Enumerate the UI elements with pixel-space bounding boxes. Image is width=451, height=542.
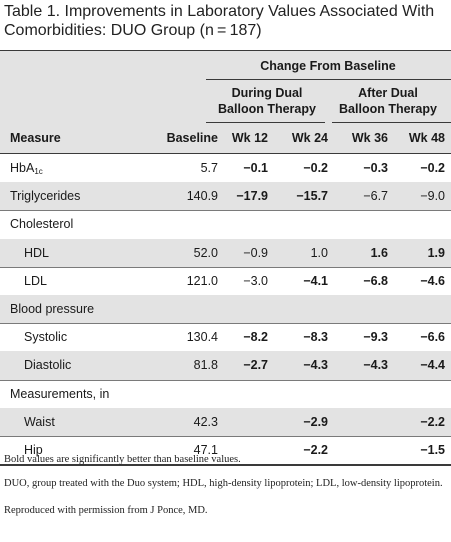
row-wk12: −0.1 [243,161,268,175]
row-wk48: −9.0 [420,189,445,204]
header-during-dual: During Dual [231,86,303,100]
row-band [0,407,451,436]
row-baseline: 130.4 [186,330,218,345]
row-wk48: −4.6 [420,273,445,288]
row-wk48: 1.9 [427,245,445,260]
row-baseline: 121.0 [186,273,218,288]
row-baseline: 81.8 [193,358,218,373]
row-baseline: 140.9 [186,189,218,204]
header-after-dual-2: Balloon Therapy [339,102,437,116]
row-measure: Diastolic [24,358,72,373]
footnote: Bold values are significantly better tha… [4,454,241,465]
footnote: Reproduced with permission from J Ponce,… [4,505,208,516]
row-wk36: −6.8 [363,273,388,288]
header-bottom-rule [0,153,451,154]
row-wk36: −0.3 [363,161,388,175]
row-wk36: −4.3 [363,358,388,373]
header-band [0,50,451,154]
row-baseline: 5.7 [200,161,218,175]
row-measure: HDL [24,245,50,260]
header-during-dual-2: Balloon Therapy [218,102,316,116]
table-label: Table 1. [4,3,61,20]
row-rule [0,266,451,268]
row-baseline: 47.1 [193,443,218,457]
row-wk24: −2.9 [303,414,328,429]
header-measure: Measure [10,131,61,145]
row-wk48: −4.4 [420,358,445,373]
row-wk48: −6.6 [420,330,445,345]
row-wk24: −4.1 [303,273,328,288]
change-rule [206,79,451,80]
measure-subscript: 1c [34,167,43,176]
header-change-from-baseline: Change From Baseline [260,59,396,73]
row-wk12: −8.2 [243,330,268,345]
row-wk36: 1.6 [370,245,388,260]
header-baseline: Baseline [166,131,218,145]
row-wk12: −17.9 [236,189,268,204]
header-wk24: Wk 24 [291,131,328,145]
row-measure: Measurements, in [10,386,110,401]
row-band [0,182,451,211]
row-wk12: −2.7 [243,358,268,373]
row-measure: Cholesterol [10,217,74,232]
row-wk36: −6.7 [363,189,388,204]
row-band [0,295,451,324]
row-wk24: −4.3 [303,358,328,373]
row-measure: LDL [24,273,47,288]
header-top-rule [0,50,451,51]
header-wk36: Wk 36 [351,131,388,145]
row-wk36: −9.3 [363,330,388,345]
row-measure: Waist [24,414,55,429]
row-wk24: −8.3 [303,330,328,345]
row-wk24: −15.7 [296,189,328,204]
row-rule [0,210,451,212]
row-wk12: −3.0 [243,273,268,288]
row-wk48: −2.2 [420,414,445,429]
row-rule [0,436,451,437]
row-measure: Hip [24,443,43,457]
header-wk48: Wk 48 [408,131,445,145]
table-caption: Improvements in Laboratory Values Associ… [4,3,435,39]
row-wk24: 1.0 [310,245,328,260]
header-wk12: Wk 12 [231,131,268,145]
row-rule [0,323,451,325]
row-measure: Triglycerides [10,189,81,204]
row-wk24: −2.2 [303,443,328,457]
row-wk48: −0.2 [420,161,445,175]
footnote: DUO, group treated with the Duo system; … [4,478,443,489]
row-measure: HbA1c [10,161,43,176]
row-measure: Systolic [24,330,68,345]
row-wk24: −0.2 [303,161,328,175]
after-rule [332,122,451,123]
row-band [0,238,451,267]
row-wk12: −0.9 [243,245,268,260]
row-band [0,351,451,380]
during-rule [206,122,325,123]
row-rule [0,379,451,381]
row-wk48: −1.5 [420,443,445,457]
row-baseline: 42.3 [193,414,218,429]
row-baseline: 52.0 [193,245,218,260]
table-bottom-rule [0,464,451,466]
header-after-dual: After Dual [358,86,418,100]
table-title: Table 1. Improvements in Laboratory Valu… [4,2,450,40]
row-measure: Blood pressure [10,302,95,316]
